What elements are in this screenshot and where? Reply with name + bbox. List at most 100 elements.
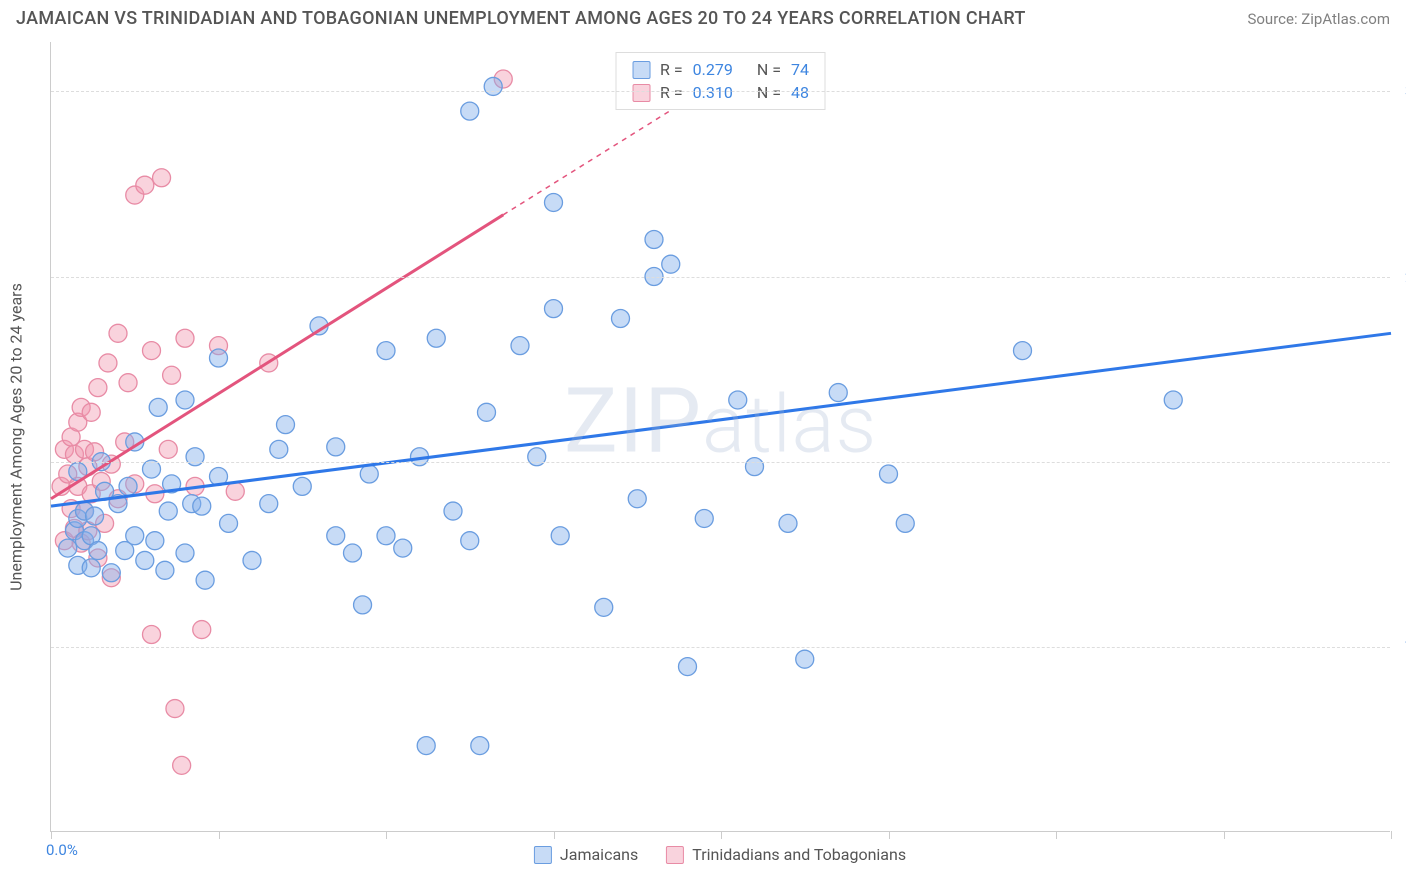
scatter-point [528, 448, 546, 466]
plot-area: ZIPatlas R =0.279N =74R =0.310N =48 Unem… [50, 42, 1390, 832]
stats-swatch [632, 61, 650, 79]
scatter-point [461, 532, 479, 550]
scatter-point [59, 539, 77, 557]
scatter-point [484, 77, 502, 95]
scatter-point [193, 621, 211, 639]
legend-item: Jamaicans [534, 845, 638, 864]
y-axis-label: Unemployment Among Ages 20 to 24 years [7, 283, 26, 591]
stats-r-value: 0.310 [693, 83, 733, 102]
scatter-point [102, 564, 120, 582]
chart-source: Source: ZipAtlas.com [1247, 10, 1390, 28]
legend: JamaicansTrinidadians and Tobagonians [534, 845, 906, 864]
x-tick [1391, 831, 1392, 839]
scatter-point [143, 626, 161, 644]
scatter-point [89, 542, 107, 560]
legend-swatch [534, 846, 552, 864]
stats-swatch [632, 84, 650, 102]
scatter-point [344, 544, 362, 562]
scatter-point [471, 737, 489, 755]
scatter-point [153, 169, 171, 187]
scatter-point [1014, 342, 1032, 360]
scatter-point [243, 551, 261, 569]
scatter-point [612, 310, 630, 328]
scatter-point [176, 329, 194, 347]
scatter-point [156, 561, 174, 579]
scatter-point [176, 544, 194, 562]
scatter-point [277, 416, 295, 434]
scatter-point [136, 551, 154, 569]
scatter-point [136, 176, 154, 194]
scatter-point [461, 102, 479, 120]
scatter-point [695, 509, 713, 527]
scatter-point [417, 737, 435, 755]
scatter-point [377, 342, 395, 360]
scatter-point [143, 342, 161, 360]
scatter-point [186, 448, 204, 466]
scatter-point [478, 403, 496, 421]
scatter-point [82, 559, 100, 577]
scatter-point [260, 495, 278, 513]
scatter-point [176, 391, 194, 409]
scatter-point [193, 497, 211, 515]
scatter-point [829, 384, 847, 402]
x-tick [554, 831, 555, 839]
scatter-point [163, 366, 181, 384]
stats-r-label: R = [660, 83, 683, 102]
scatter-point [779, 514, 797, 532]
scatter-point [628, 490, 646, 508]
scatter-point [444, 502, 462, 520]
scatter-point [226, 482, 244, 500]
scatter-point [99, 354, 117, 372]
scatter-point [595, 598, 613, 616]
scatter-point [119, 374, 137, 392]
scatter-point [662, 255, 680, 273]
stats-n-label: N = [757, 83, 781, 102]
scatter-point [545, 300, 563, 318]
scatter-point [293, 477, 311, 495]
stats-n-value: 74 [791, 60, 809, 79]
scatter-point [86, 507, 104, 525]
stats-n-value: 48 [791, 83, 809, 102]
scatter-point [159, 502, 177, 520]
stats-r-value: 0.279 [693, 60, 733, 79]
chart-title: JAMAICAN VS TRINIDADIAN AND TOBAGONIAN U… [16, 8, 1026, 29]
scatter-point [394, 539, 412, 557]
x-tick [889, 831, 890, 839]
scatter-point [210, 349, 228, 367]
scatter-point [166, 700, 184, 718]
scatter-point [143, 460, 161, 478]
scatter-point [119, 477, 137, 495]
x-tick [1224, 831, 1225, 839]
scatter-point [1164, 391, 1182, 409]
scatter-point [896, 514, 914, 532]
scatter-point [545, 193, 563, 211]
x-axis-min-label: 0.0% [46, 841, 78, 859]
legend-swatch [666, 846, 684, 864]
stats-box: R =0.279N =74 R = 0.310 N = 48 [615, 52, 826, 110]
x-tick [1056, 831, 1057, 839]
scatter-point [551, 527, 569, 545]
plot-svg [51, 42, 1390, 831]
scatter-point [645, 231, 663, 249]
scatter-point [146, 532, 164, 550]
scatter-point [880, 465, 898, 483]
scatter-point [679, 658, 697, 676]
x-tick [219, 831, 220, 839]
scatter-point [427, 329, 445, 347]
scatter-point [173, 756, 191, 774]
scatter-point [220, 514, 238, 532]
scatter-point [729, 391, 747, 409]
scatter-point [796, 650, 814, 668]
scatter-point [746, 458, 764, 476]
gridline-horizontal [51, 277, 1390, 278]
scatter-point [159, 440, 177, 458]
gridline-horizontal [51, 91, 1390, 92]
gridline-horizontal [51, 462, 1390, 463]
x-tick [51, 831, 52, 839]
stats-row: R =0.279N =74 [632, 58, 809, 81]
scatter-point [327, 438, 345, 456]
scatter-point [270, 440, 288, 458]
scatter-point [354, 596, 372, 614]
chart-container: ZIPatlas R =0.279N =74R =0.310N =48 Unem… [50, 42, 1390, 832]
scatter-point [149, 398, 167, 416]
